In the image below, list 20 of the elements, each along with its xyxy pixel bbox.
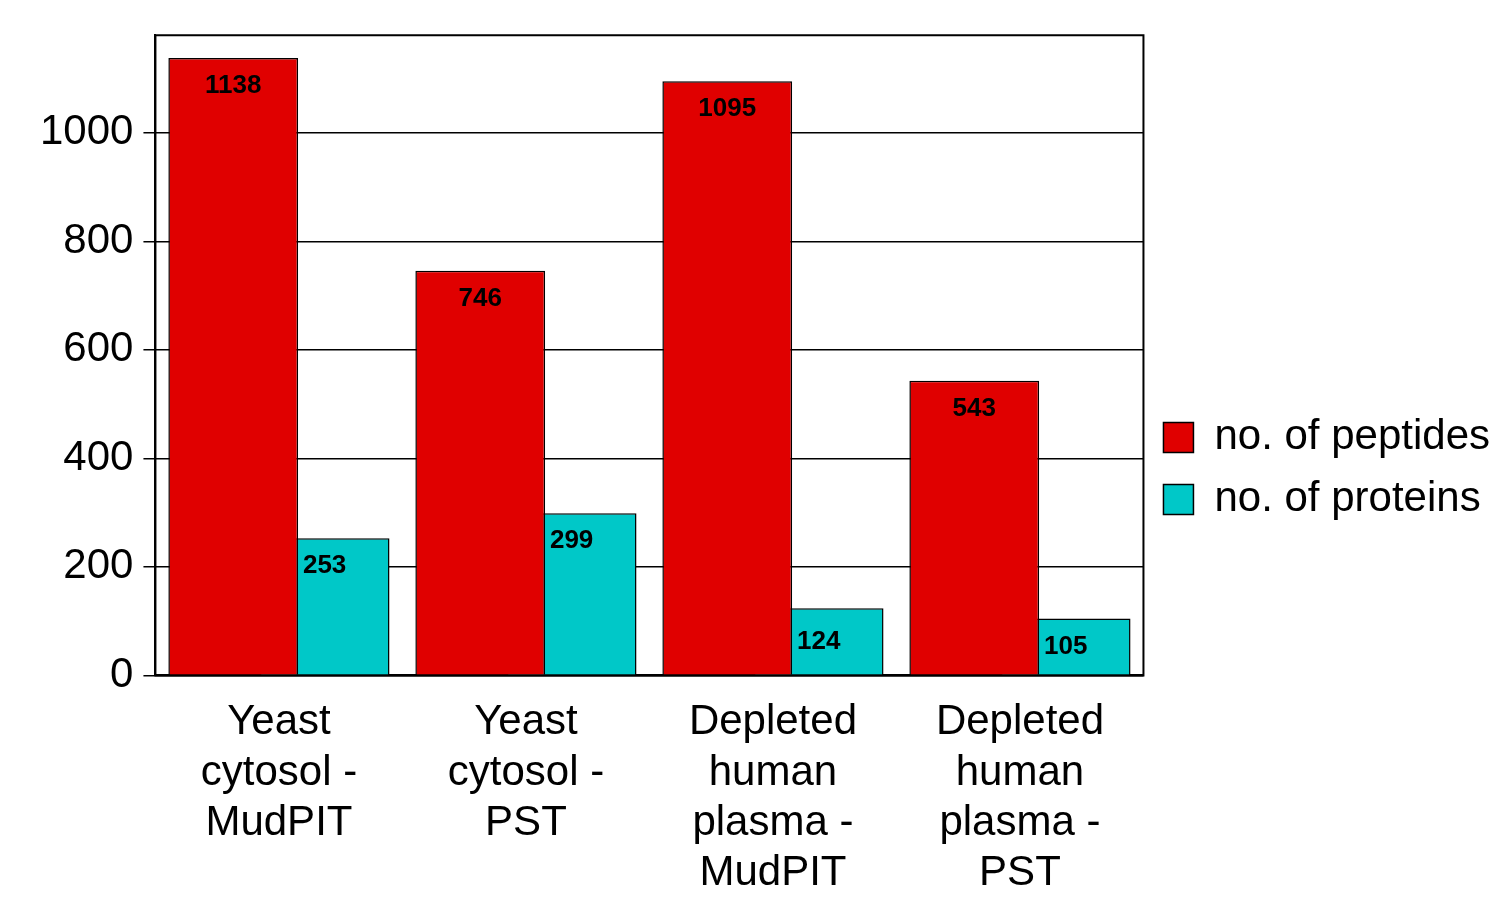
x-tick-label: Yeast cytosol - PST [447,696,605,844]
data-label: 124 [796,624,841,655]
data-label: 1138 [205,69,262,100]
y-tick-label: 200 [63,540,134,588]
data-label: 105 [1043,629,1088,660]
y-tick-label: 800 [63,214,134,262]
y-tick-label: 600 [63,323,134,371]
legend-label: no. of proteins [1214,473,1481,521]
x-tick-label: Yeast cytosol - MudPIT [200,696,358,844]
data-label: 543 [952,391,996,422]
data-label: 746 [458,281,502,312]
y-tick-label: 400 [63,431,134,479]
y-tick-label: 1000 [40,106,134,154]
x-tick-label: Depleted human plasma - PST [935,696,1105,895]
data-label: 299 [549,524,594,555]
data-label: 1095 [698,92,757,123]
data-label: 253 [302,549,347,580]
y-tick-label: 0 [110,648,134,696]
legend-label: no. of peptides [1214,411,1490,459]
x-tick-label: Depleted human plasma - MudPIT [688,696,858,895]
